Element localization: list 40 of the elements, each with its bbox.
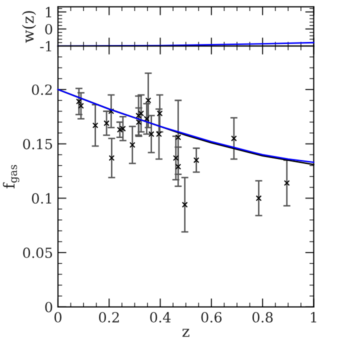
x-axis-title: z [182,328,190,337]
point [120,126,126,132]
x-tick-label: 0.8 [252,312,273,323]
x-tick-label: 0.6 [201,312,222,323]
x-tick-label: 0.4 [150,312,171,323]
point [136,112,142,119]
point [193,157,200,164]
point [145,97,152,104]
y-tick-label: 0.2 [32,84,52,95]
point [175,164,182,170]
y-tick-label: -1 [40,41,52,52]
point [78,102,84,109]
y-axis-title: f$_{gas}$ [2,164,20,188]
point [138,110,144,116]
point [129,142,136,148]
point [172,155,179,161]
y-tick-label: 0.05 [23,248,52,258]
point [104,120,110,126]
point [284,180,290,186]
point [230,135,237,142]
x-tick-label: 1 [310,312,316,322]
y-tick-label: 0 [45,302,52,312]
y-tick-label: 0 [45,24,52,34]
y-axis-title: w(z) [22,11,36,43]
point [156,110,163,116]
y-tick-label: 0.1 [32,193,52,204]
point [136,119,142,126]
point [108,155,115,161]
x-tick-label: 0.2 [98,312,119,323]
point [92,122,98,128]
point [76,98,82,104]
x-tick-label: 0 [54,312,62,323]
point [116,126,123,133]
y-tick-label: 0.15 [23,138,52,150]
point [144,116,150,122]
y-tick-label: 1 [46,6,52,18]
point [182,202,188,208]
point [175,134,182,140]
point [256,195,262,202]
point [108,108,114,114]
